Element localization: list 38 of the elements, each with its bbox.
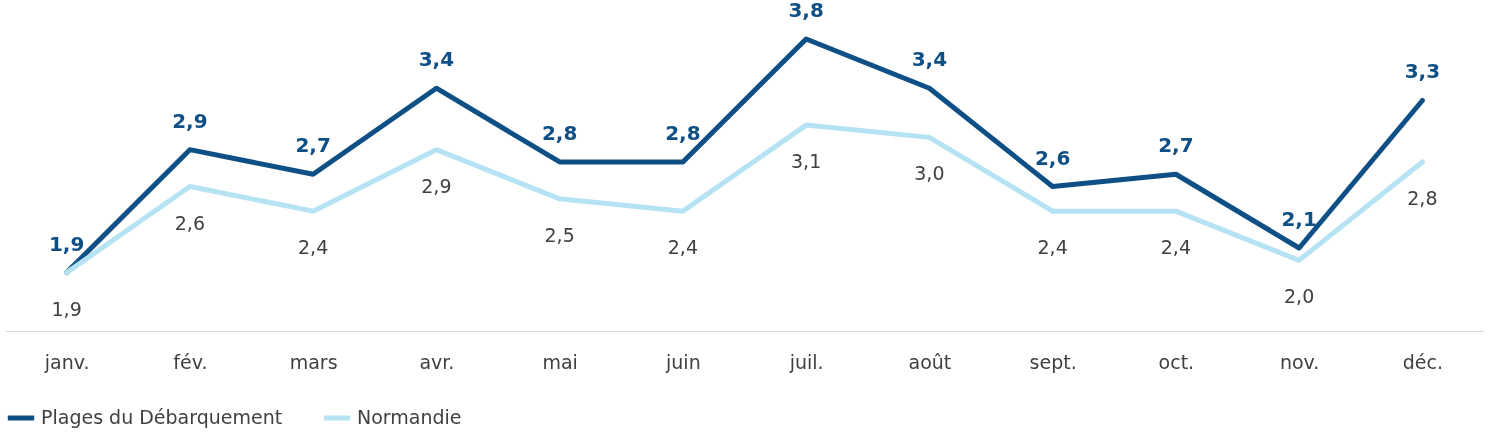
- data-label: 2,9: [172, 108, 208, 133]
- x-tick-label: fév.: [173, 350, 208, 373]
- data-label: 3,4: [911, 47, 948, 72]
- x-tick-label: sept.: [1029, 350, 1077, 373]
- data-label: 2,4: [1160, 236, 1191, 259]
- x-tick-label: nov.: [1279, 350, 1320, 373]
- data-label: 2,5: [544, 223, 575, 246]
- x-tick-label: oct.: [1158, 350, 1195, 373]
- x-tick-label: janv.: [43, 350, 90, 373]
- data-label: 2,8: [1407, 186, 1438, 209]
- x-tick-label: juin: [665, 350, 701, 373]
- data-label: 1,9: [51, 297, 82, 320]
- data-label: 3,8: [788, 0, 824, 23]
- data-label: 2,0: [1284, 285, 1315, 308]
- data-label: 2,8: [665, 120, 701, 145]
- data-label: 3,4: [418, 47, 455, 72]
- x-tick-label: déc.: [1402, 350, 1443, 373]
- x-tick-label: mai: [542, 350, 578, 373]
- legend-label: Normandie: [357, 406, 462, 428]
- data-label: 2,6: [1034, 145, 1071, 170]
- x-tick-label: mars: [289, 350, 338, 373]
- data-label: 3,3: [1404, 59, 1441, 84]
- x-tick-label: août: [908, 350, 952, 373]
- data-label: 2,1: [1281, 207, 1317, 232]
- x-tick-label: avr.: [419, 350, 455, 373]
- data-label: 2,6: [174, 211, 205, 234]
- data-label: 1,9: [48, 231, 85, 256]
- data-label: 2,4: [1037, 236, 1068, 259]
- data-label: 2,7: [1158, 133, 1194, 158]
- data-label: 2,9: [421, 174, 452, 197]
- data-label: 2,7: [295, 133, 331, 158]
- data-label: 3,0: [914, 162, 945, 185]
- data-label: 3,1: [791, 150, 822, 173]
- legend-label: Plages du Débarquement: [41, 406, 283, 428]
- x-tick-label: juil.: [788, 350, 824, 373]
- data-label: 2,4: [298, 236, 329, 259]
- data-label: 2,8: [541, 120, 578, 145]
- data-label: 2,4: [667, 236, 698, 259]
